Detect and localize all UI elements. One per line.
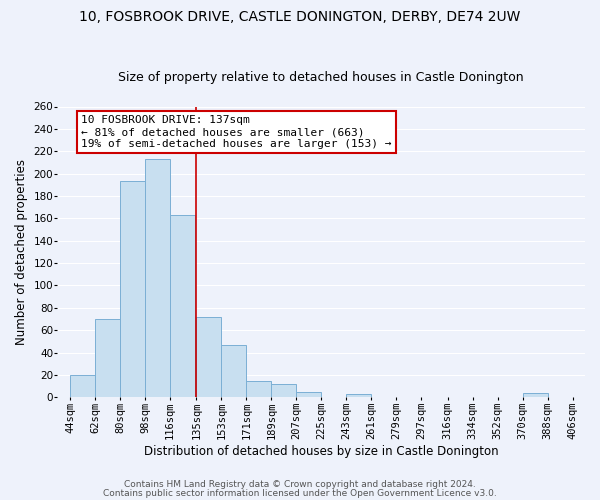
Title: Size of property relative to detached houses in Castle Donington: Size of property relative to detached ho…	[118, 72, 524, 85]
Text: 10, FOSBROOK DRIVE, CASTLE DONINGTON, DERBY, DE74 2UW: 10, FOSBROOK DRIVE, CASTLE DONINGTON, DE…	[79, 10, 521, 24]
Bar	[296, 392, 321, 398]
Bar	[145, 159, 170, 398]
Y-axis label: Number of detached properties: Number of detached properties	[15, 159, 28, 345]
Bar	[170, 215, 195, 398]
Text: Contains public sector information licensed under the Open Government Licence v3: Contains public sector information licen…	[103, 489, 497, 498]
Bar	[221, 344, 246, 398]
Bar	[120, 182, 145, 398]
Bar	[346, 394, 371, 398]
Bar	[246, 380, 271, 398]
Bar	[271, 384, 296, 398]
Text: Contains HM Land Registry data © Crown copyright and database right 2024.: Contains HM Land Registry data © Crown c…	[124, 480, 476, 489]
Bar	[196, 317, 221, 398]
Bar	[70, 375, 95, 398]
Bar	[95, 319, 120, 398]
Bar	[523, 393, 548, 398]
X-axis label: Distribution of detached houses by size in Castle Donington: Distribution of detached houses by size …	[144, 444, 499, 458]
Text: 10 FOSBROOK DRIVE: 137sqm
← 81% of detached houses are smaller (663)
19% of semi: 10 FOSBROOK DRIVE: 137sqm ← 81% of detac…	[81, 116, 392, 148]
